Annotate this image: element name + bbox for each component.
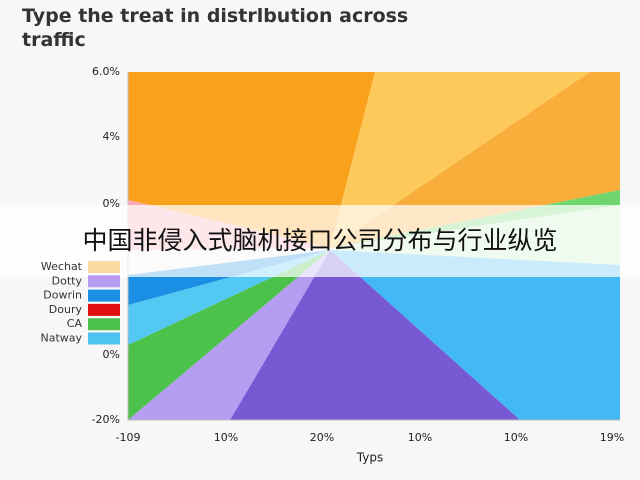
region bbox=[330, 250, 620, 420]
x-tick-label: 10% bbox=[408, 431, 432, 444]
legend-label: Dotty bbox=[52, 274, 83, 287]
legend-swatch bbox=[88, 261, 120, 273]
title-line: Type the treat in distrlbution across tra… bbox=[22, 5, 408, 51]
x-tick-label: -109 bbox=[116, 431, 141, 444]
generated: 6.0%4%0%0%-20%-109 10% 20% 10% 10% 19%WechatD… bbox=[40, 65, 624, 444]
legend-swatch bbox=[88, 318, 120, 331]
x-tick-label: 10% bbox=[504, 431, 528, 444]
legend-swatch bbox=[88, 303, 120, 316]
legend-label: Natway bbox=[40, 332, 82, 345]
legend-label: Dowrin bbox=[43, 289, 82, 302]
y-tick-label: -20% bbox=[92, 413, 120, 426]
legend-swatch bbox=[88, 275, 120, 288]
y-tick-label: 6.0% bbox=[92, 65, 120, 78]
banner: 中国非侵入式脑机接口公司分布与行业纵览 bbox=[82, 226, 557, 255]
region bbox=[128, 72, 375, 248]
region bbox=[128, 250, 330, 420]
legend-label: CA bbox=[67, 317, 83, 330]
legend-swatch bbox=[88, 332, 120, 345]
region bbox=[230, 250, 520, 420]
y-tick-label: 0% bbox=[103, 348, 120, 361]
legend-label: Doury bbox=[49, 303, 83, 316]
x-tick-label: 10% bbox=[214, 431, 238, 444]
x-tick-label: 19% bbox=[600, 431, 624, 444]
x-axis-label: Typs bbox=[356, 451, 383, 465]
y-tick-label: 0% bbox=[103, 197, 120, 210]
region bbox=[330, 72, 620, 248]
legend-swatch bbox=[88, 289, 120, 302]
legend-label: Wechat bbox=[41, 260, 83, 273]
x-tick-label: 20% bbox=[310, 431, 334, 444]
y-tick-label: 4% bbox=[103, 130, 120, 143]
